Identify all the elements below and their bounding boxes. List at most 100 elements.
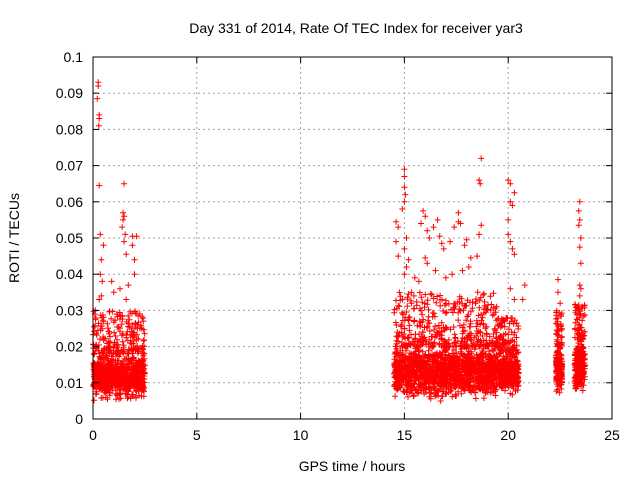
- y-axis-label: ROTI / TECUs: [6, 193, 22, 283]
- data-point: [412, 331, 419, 338]
- data-point: [116, 309, 123, 316]
- data-point: [493, 303, 500, 310]
- data-point: [555, 276, 561, 283]
- data-point: [474, 253, 481, 260]
- data-point: [118, 360, 125, 367]
- data-point: [91, 397, 97, 404]
- data-point: [511, 296, 518, 303]
- data-point: [135, 312, 142, 319]
- y-tick-label: 0.09: [56, 85, 83, 101]
- data-point: [430, 310, 437, 317]
- data-point: [122, 231, 129, 238]
- data-point: [478, 222, 485, 229]
- data-point: [511, 251, 518, 258]
- x-tick-label: 25: [604, 427, 620, 443]
- data-point: [141, 330, 148, 337]
- data-point: [105, 373, 112, 380]
- data-point: [140, 375, 146, 382]
- data-point: [579, 317, 586, 324]
- data-point: [105, 325, 111, 332]
- data-point: [128, 359, 135, 366]
- data-point: [401, 271, 408, 278]
- data-point: [132, 357, 139, 364]
- y-tick-label: 0.1: [64, 49, 84, 65]
- data-point: [402, 191, 409, 198]
- data-point: [140, 326, 147, 333]
- data-point: [127, 337, 134, 344]
- data-point: [99, 394, 106, 401]
- data-point: [134, 347, 141, 353]
- data-point: [103, 374, 110, 381]
- data-point: [117, 285, 123, 292]
- data-point: [403, 264, 410, 270]
- data-point: [140, 350, 147, 356]
- data-point: [455, 209, 462, 216]
- data-point: [422, 254, 429, 261]
- data-point: [124, 328, 131, 335]
- data-point: [418, 220, 424, 227]
- data-point: [101, 346, 108, 353]
- data-point: [119, 316, 126, 323]
- data-point: [121, 213, 128, 220]
- data-point: [424, 297, 431, 304]
- data-point: [461, 242, 468, 249]
- data-point: [424, 227, 431, 234]
- data-point: [131, 271, 138, 278]
- data-point: [139, 386, 146, 393]
- y-tick-label: 0.03: [56, 302, 83, 318]
- data-point: [99, 382, 106, 388]
- data-point: [106, 350, 113, 357]
- data-point: [125, 282, 132, 289]
- data-point: [440, 245, 447, 252]
- data-point: [138, 322, 144, 329]
- data-point: [427, 290, 434, 297]
- y-tick-label: 0.07: [56, 158, 83, 174]
- data-point: [401, 166, 408, 173]
- data-point: [447, 238, 454, 245]
- data-point: [393, 218, 400, 225]
- chart-title: Day 331 of 2014, Rate Of TEC Index for r…: [189, 20, 523, 36]
- data-point: [106, 308, 113, 315]
- data-point: [112, 349, 119, 356]
- data-point: [415, 278, 422, 285]
- data-point: [120, 348, 127, 355]
- data-point: [110, 344, 117, 351]
- data-point: [422, 213, 429, 220]
- data-point: [581, 311, 588, 318]
- data-point: [430, 224, 437, 231]
- data-point: [474, 289, 481, 296]
- data-point: [555, 289, 561, 296]
- data-point: [576, 282, 583, 289]
- data-point: [101, 354, 108, 361]
- data-point: [577, 235, 584, 241]
- y-tick-label: 0.06: [56, 194, 83, 210]
- data-point: [102, 387, 109, 394]
- data-point: [108, 315, 115, 322]
- data-point: [480, 395, 487, 402]
- data-point: [97, 336, 103, 343]
- data-point: [100, 350, 107, 357]
- data-point: [130, 340, 137, 347]
- data-point: [139, 313, 146, 320]
- data-point: [127, 367, 133, 374]
- data-point: [125, 312, 132, 319]
- data-point: [131, 256, 138, 263]
- data-point: [99, 325, 106, 332]
- data-point: [401, 245, 408, 252]
- data-point: [133, 381, 140, 388]
- data-point: [395, 253, 402, 260]
- data-point: [103, 384, 109, 391]
- data-point: [100, 369, 107, 376]
- data-point: [476, 177, 483, 184]
- data-point: [129, 333, 136, 340]
- data-point: [419, 311, 426, 318]
- data-point: [115, 341, 121, 348]
- data-point: [123, 296, 130, 303]
- data-point: [100, 337, 107, 344]
- data-point: [97, 231, 104, 238]
- data-point: [478, 155, 485, 162]
- data-point: [434, 216, 441, 223]
- data-point: [109, 387, 116, 394]
- data-point: [505, 231, 512, 238]
- data-point: [98, 256, 105, 263]
